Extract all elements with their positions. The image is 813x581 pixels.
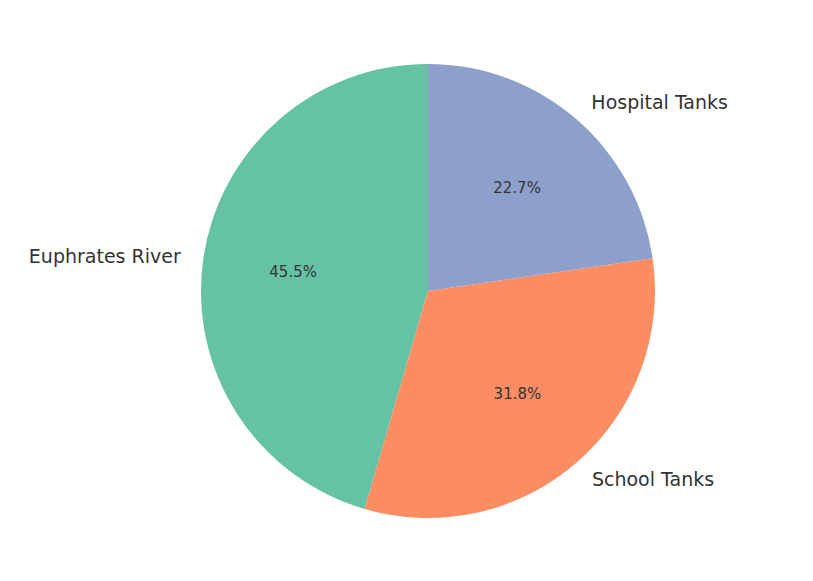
svg-text:Hospital Tanks: Hospital Tanks	[591, 91, 728, 113]
svg-text:45.5%: 45.5%	[269, 263, 317, 281]
svg-text:School Tanks: School Tanks	[592, 468, 714, 490]
svg-text:Euphrates River: Euphrates River	[29, 245, 181, 267]
svg-text:22.7%: 22.7%	[493, 179, 541, 197]
svg-text:31.8%: 31.8%	[494, 385, 542, 403]
